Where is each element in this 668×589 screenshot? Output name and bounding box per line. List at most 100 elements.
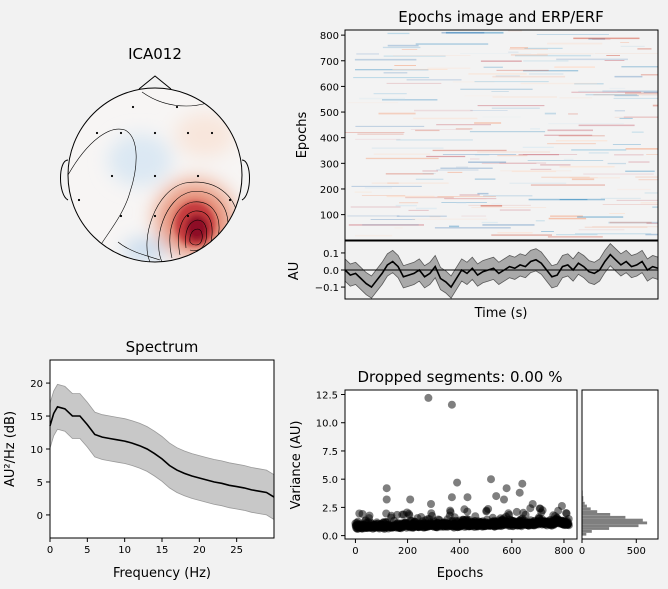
epoch-trace xyxy=(547,129,593,132)
epoch-trace xyxy=(444,198,497,200)
epoch-trace xyxy=(578,124,635,127)
epoch-trace xyxy=(556,58,628,61)
epoch-trace xyxy=(573,37,640,40)
epoch-trace xyxy=(364,187,392,189)
erp-y-axis: 0.1 0.0 −0.1 xyxy=(315,249,345,294)
sensor-dot xyxy=(119,214,123,218)
outlier-point xyxy=(502,484,511,493)
epoch-trace xyxy=(609,87,626,89)
epoch-trace xyxy=(482,116,521,118)
epoch-trace xyxy=(522,146,554,148)
epoch-trace xyxy=(522,154,578,155)
epoch-trace xyxy=(602,204,658,205)
epoch-trace xyxy=(574,83,604,85)
epoch-trace xyxy=(365,157,439,160)
epoch-trace xyxy=(483,66,503,68)
epoch-trace xyxy=(508,51,519,53)
epoch-trace xyxy=(415,43,489,45)
histogram-bar xyxy=(582,521,648,525)
epoch-trace xyxy=(469,131,546,133)
epoch-trace xyxy=(495,75,520,77)
epoch-trace xyxy=(477,151,551,153)
epoch-trace xyxy=(477,192,489,195)
epoch-trace xyxy=(625,92,658,94)
head-outline xyxy=(67,87,243,263)
epoch-trace xyxy=(528,198,605,201)
epoch-trace xyxy=(401,49,418,50)
y-tick-label: −0.1 xyxy=(315,283,339,294)
scatter-ylabel: Variance (AU) xyxy=(289,421,304,510)
epoch-trace xyxy=(440,167,493,169)
epoch-trace xyxy=(347,102,399,104)
epoch-trace xyxy=(547,143,596,145)
epoch-trace xyxy=(540,164,571,166)
outlier-point xyxy=(382,495,391,504)
x-tick-label: 0 xyxy=(47,545,53,556)
epoch-trace xyxy=(396,139,473,141)
epoch-trace xyxy=(393,55,471,56)
histogram-bar xyxy=(582,515,626,519)
epoch-trace xyxy=(427,67,471,69)
epoch-trace xyxy=(386,195,435,198)
y-tick-label: 0 xyxy=(37,511,43,522)
x-tick-label: 15 xyxy=(156,545,169,556)
epoch-trace xyxy=(414,109,473,112)
epoch-trace xyxy=(410,129,471,130)
y-tick-label: 7.5 xyxy=(322,447,338,458)
epoch-trace xyxy=(635,176,658,178)
epoch-trace xyxy=(480,205,503,207)
histogram-bar xyxy=(582,527,610,530)
epoch-trace xyxy=(609,221,652,224)
x-tick-label: 200 xyxy=(398,546,417,557)
y-tick-label: 0.0 xyxy=(323,266,339,277)
epoch-trace xyxy=(515,54,591,57)
epoch-trace xyxy=(544,112,556,115)
epoch-trace xyxy=(508,30,522,32)
epoch-point xyxy=(521,510,530,519)
epoch-trace xyxy=(373,93,407,95)
epoch-point xyxy=(463,507,472,516)
epoch-trace xyxy=(643,91,658,93)
sensor-dot xyxy=(119,131,123,135)
epoch-trace xyxy=(638,179,658,181)
scatter-x-axis: 0 200 400 600 800 xyxy=(352,539,574,557)
epoch-trace xyxy=(547,236,603,238)
epoch-trace xyxy=(571,91,642,93)
y-tick-label: 5.0 xyxy=(322,475,338,486)
erp-xlabel: Time (s) xyxy=(474,306,528,321)
topomap-panel: ICA012 xyxy=(60,45,250,263)
epoch-trace xyxy=(640,74,658,76)
epoch-trace xyxy=(474,122,502,124)
epoch-trace xyxy=(578,90,618,92)
epoch-trace xyxy=(449,225,460,228)
epoch-trace xyxy=(499,209,531,211)
epoch-trace xyxy=(500,170,572,172)
outlier-point xyxy=(492,492,501,501)
sensor-dot xyxy=(228,198,232,202)
x-tick-label: 600 xyxy=(502,546,521,557)
epoch-trace xyxy=(460,88,533,90)
epoch-trace xyxy=(394,65,416,66)
sensor-dot xyxy=(131,105,135,109)
sensor-dot xyxy=(153,174,157,178)
x-tick-label: 800 xyxy=(554,546,573,557)
histogram-bar xyxy=(582,504,587,508)
epoch-trace xyxy=(537,53,594,55)
histogram-bar xyxy=(582,507,591,511)
erp-panel: 0.1 0.0 −0.1 AU Time (s) xyxy=(287,240,659,321)
sensor-dot xyxy=(77,198,81,202)
epoch-trace xyxy=(606,55,620,56)
scatter-points xyxy=(351,393,573,533)
epoch-trace xyxy=(617,188,651,191)
epoch-trace xyxy=(383,55,446,57)
epoch-trace xyxy=(509,48,548,50)
dropped-title: Dropped segments: 0.00 % xyxy=(358,368,563,386)
x-tick-label: 0 xyxy=(579,546,585,557)
epoch-trace xyxy=(445,198,487,200)
epoch-trace xyxy=(631,131,644,133)
y-tick-label: 2.5 xyxy=(322,503,338,514)
epoch-trace xyxy=(552,177,620,179)
histogram-frame xyxy=(581,389,659,540)
epoch-trace xyxy=(348,224,424,226)
histogram-bar xyxy=(582,524,639,528)
